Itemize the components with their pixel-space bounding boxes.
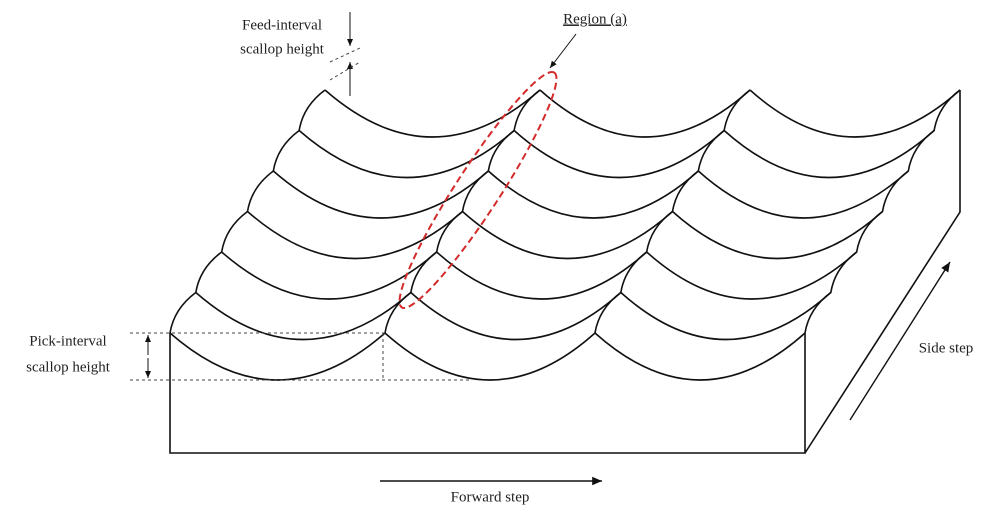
scallop-arc bbox=[539, 89, 751, 138]
side-arrow bbox=[849, 261, 951, 421]
scallop-arc bbox=[513, 129, 725, 179]
scallop-arc bbox=[487, 170, 699, 219]
scallop-arc bbox=[723, 129, 935, 179]
scallop-arc bbox=[410, 291, 622, 341]
scallop-arc bbox=[594, 332, 806, 381]
feed-label: Feed-interval bbox=[242, 17, 322, 33]
scallop-arc bbox=[195, 291, 412, 341]
pick-label: scallop height bbox=[26, 359, 111, 375]
feed-dim-lines bbox=[329, 47, 361, 81]
scallop-arc bbox=[697, 170, 909, 219]
region-label: Region (a) bbox=[563, 11, 627, 27]
scallop-arc bbox=[620, 291, 832, 341]
pick-dim-lines bbox=[130, 332, 470, 381]
scallop-surface bbox=[169, 89, 961, 381]
scallop-arc bbox=[221, 251, 438, 300]
ridge-line bbox=[384, 89, 541, 334]
region-ellipse bbox=[398, 70, 558, 310]
ridge-line bbox=[594, 89, 751, 334]
scallop-arc bbox=[298, 129, 515, 179]
pick-label: Pick-interval bbox=[29, 333, 106, 349]
scallop-arc bbox=[169, 332, 386, 381]
scallop-arc bbox=[272, 170, 489, 219]
region-arrow bbox=[549, 33, 577, 69]
ridge-line bbox=[169, 89, 326, 334]
side-label: Side step bbox=[919, 340, 974, 356]
forward-label: Forward step bbox=[451, 489, 530, 505]
scallop-arc bbox=[384, 332, 596, 381]
ridge-line bbox=[804, 89, 961, 334]
feed-label: scallop height bbox=[240, 41, 325, 57]
scallop-arc bbox=[246, 210, 464, 260]
scallop-arc bbox=[324, 89, 541, 138]
scallop-arc bbox=[671, 210, 884, 260]
block-outline bbox=[169, 90, 961, 454]
scallop-arc bbox=[436, 251, 648, 300]
scallop-arc bbox=[646, 251, 858, 300]
scallop-arc bbox=[749, 89, 961, 138]
scallop-arc bbox=[461, 210, 674, 260]
